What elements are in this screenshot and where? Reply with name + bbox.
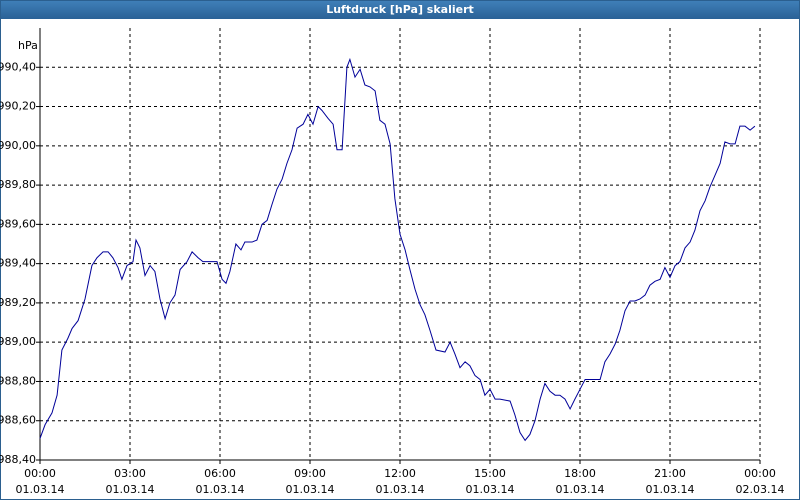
- x-tick-label: 00:00: [24, 467, 56, 480]
- y-tick-label: 990,20: [0, 100, 36, 113]
- x-tick-date: 01.03.14: [556, 483, 605, 496]
- x-tick-label: 18:00: [564, 467, 596, 480]
- y-tick-label: 990,40: [0, 60, 36, 73]
- x-tick-date: 01.03.14: [466, 483, 515, 496]
- x-tick-date: 01.03.14: [376, 483, 425, 496]
- data-line: [39, 57, 756, 442]
- y-tick-label: 989,80: [0, 178, 36, 191]
- y-tick-label: 988,40: [0, 453, 36, 466]
- y-tick-label: 989,40: [0, 257, 36, 270]
- x-tick-label: 00:00: [744, 467, 776, 480]
- x-tick-label: 06:00: [204, 467, 236, 480]
- title-bar: Luftdruck [hPa] skaliert: [1, 1, 799, 19]
- x-tick-label: 15:00: [474, 467, 506, 480]
- x-tick-date: 02.03.14: [736, 483, 785, 496]
- y-tick-label: 990,00: [0, 139, 36, 152]
- x-tick-date: 01.03.14: [16, 483, 65, 496]
- y-tick-label: 988,60: [0, 414, 36, 427]
- y-tick-label: 989,60: [0, 217, 36, 230]
- x-tick-label: 21:00: [654, 467, 686, 480]
- x-tick-date: 01.03.14: [196, 483, 245, 496]
- x-tick-date: 01.03.14: [106, 483, 155, 496]
- y-axis-label: hPa: [18, 39, 38, 52]
- y-tick-label: 989,00: [0, 335, 36, 348]
- x-tick-date: 01.03.14: [646, 483, 695, 496]
- x-tick-label: 03:00: [114, 467, 146, 480]
- y-tick-label: 989,20: [0, 296, 36, 309]
- x-tick-date: 01.03.14: [286, 483, 335, 496]
- x-tick-label: 12:00: [384, 467, 416, 480]
- x-tick-label: 09:00: [294, 467, 326, 480]
- y-tick-label: 988,80: [0, 374, 36, 387]
